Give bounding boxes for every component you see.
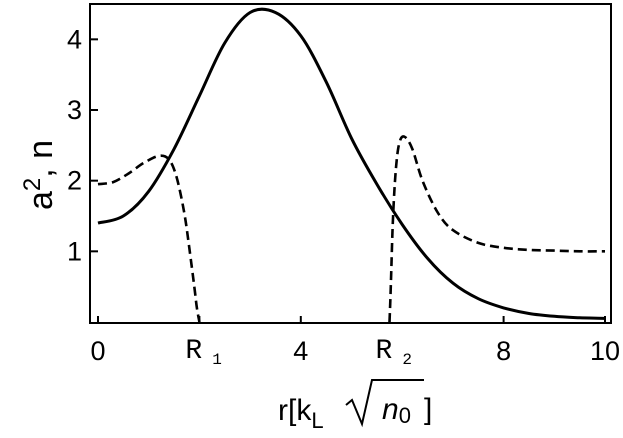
series-layer xyxy=(97,7,606,323)
y-ticks: 1 2 3 4 xyxy=(67,24,98,266)
x-axis-label-sub: L xyxy=(311,408,323,433)
x-axis-label-sqrt-arg: n xyxy=(382,393,399,426)
x-axis-label-prefix: r[k xyxy=(278,394,312,427)
y-axis-label: a2, n xyxy=(19,140,60,210)
series-line-solid-1 xyxy=(97,7,606,320)
x-axis-label-sqrt-sub: 0 xyxy=(399,403,411,428)
y-axis-label-base: a xyxy=(22,191,60,210)
y-tick-label-3: 3 xyxy=(67,95,82,125)
plot-frame xyxy=(89,3,612,324)
x-tick-label-3: 4 xyxy=(293,336,308,366)
y-axis-label-rest: , n xyxy=(22,140,60,178)
y-tick-label-4: 4 xyxy=(67,24,82,54)
series-line-dashed-2 xyxy=(97,154,201,323)
series-line-dashed-3 xyxy=(388,135,606,323)
y-tick-label-1: 1 xyxy=(67,236,82,266)
x-tick-label-6: 10 xyxy=(590,336,620,366)
x-axis-label-suffix: ] xyxy=(424,393,432,426)
svg-text:r[kL: r[kL xyxy=(278,394,324,433)
y-tick-label-2: 2 xyxy=(67,166,82,196)
x-tick-label-5: 8 xyxy=(496,336,511,366)
svg-text:n0: n0 xyxy=(382,393,411,428)
x-axis-label-radical xyxy=(345,379,424,428)
x-ticks: 0 R 1 4 R 2 8 10 xyxy=(90,316,620,369)
x-tick-label-1: 0 xyxy=(90,336,105,366)
x-axis-label: r[kL n0 ] xyxy=(278,379,432,433)
y-axis-label-sup: 2 xyxy=(19,178,46,191)
